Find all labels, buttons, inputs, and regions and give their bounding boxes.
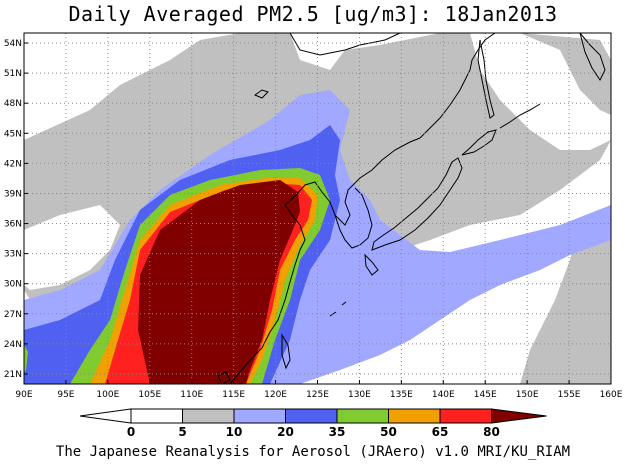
colorbar-segment [233,408,286,424]
coastline-japan-hokkaido [461,129,497,156]
colorbar-segment [130,408,183,424]
colorbar-label: 50 [380,425,397,439]
coastlines [217,33,606,384]
lon-tick-label: 100E [96,390,119,400]
lat-tick-label: 42N [4,159,22,169]
lat-tick-label: 54N [4,39,22,49]
band-35-50-sw [24,345,28,372]
colorbar-left-arrow [79,408,132,424]
colorbar-segment [388,408,441,424]
colorbar: 0 5 10 20 35 50 65 80 [79,408,547,439]
colorbar-label: 5 [178,425,186,439]
lon-tick-label: 140E [432,390,455,400]
lon-tick-label: 120E [264,390,287,400]
coastline-japan-honshu [371,157,463,251]
coastline-lake [253,89,269,99]
coastline-kyushu [364,253,379,276]
colorbar-label: 35 [329,425,346,439]
lon-tick-label: 150E [516,390,539,400]
coastline-hainan [217,371,231,384]
lon-tick-label: 90E [15,390,32,400]
lat-tick-label: 48N [4,99,22,109]
lat-tick-label: 51N [4,69,22,79]
colorbar-label: 10 [226,425,243,439]
lon-tick-label: 145E [474,390,497,400]
coastline-north [289,33,401,56]
lon-tick-label: 155E [558,390,581,400]
lat-tick-label: 30N [4,280,22,290]
coastline-taiwan [281,333,291,370]
lon-tick-label: 105E [138,390,161,400]
colorbar-label: 80 [483,425,500,439]
colorbar-right-arrow [491,408,547,424]
coastline-kurils [499,103,541,129]
colorbar-segment [285,408,338,424]
lat-tick-label: 21N [4,370,22,380]
colorbar-segment [336,408,389,424]
lon-tick-label: 115E [222,390,245,400]
colorbar-segment [182,408,235,424]
colorbar-label: 0 [127,425,135,439]
coastline-russia [419,33,496,139]
lon-tick-label: 110E [180,390,203,400]
colorbar-label: 20 [277,425,294,439]
page-title: Daily Averaged PM2.5 [ug/m3]: 18Jan2013 [68,2,558,26]
band-80-plus [138,180,300,384]
coastline-kamchatka [579,33,606,81]
lat-tick-label: 27N [4,310,22,320]
lon-tick-label: 160E [600,390,623,400]
band-5-10-right [520,205,611,384]
lat-tick-label: 45N [4,129,22,139]
lat-tick-label: 24N [4,340,22,350]
lon-tick-label: 135E [390,390,413,400]
band-0-5-hole [24,205,120,290]
footer-credit: The Japanese Reanalysis for Aerosol (JRA… [55,444,571,460]
lat-axis: 21N 24N 27N 30N 33N 36N 39N 42N 45N 48N 51N 54N [4,39,28,380]
lat-tick-label: 39N [4,189,22,199]
lon-tick-label: 95E [57,390,74,400]
grid-lines [24,33,611,384]
lon-tick-label: 125E [306,390,329,400]
coastline-china [229,137,421,384]
colorbar-label: 65 [432,425,449,439]
lon-axis: 90E 95E 100E 105E 110E 115E 120E 125E 130E 135E 14… [15,380,623,400]
band-0-5-hole-ne [470,33,611,150]
lon-tick-label: 130E [348,390,371,400]
lat-tick-label: 33N [4,250,22,260]
lat-tick-label: 36N [4,220,22,230]
colorbar-segment [439,408,492,424]
coastline-korea [334,187,373,249]
